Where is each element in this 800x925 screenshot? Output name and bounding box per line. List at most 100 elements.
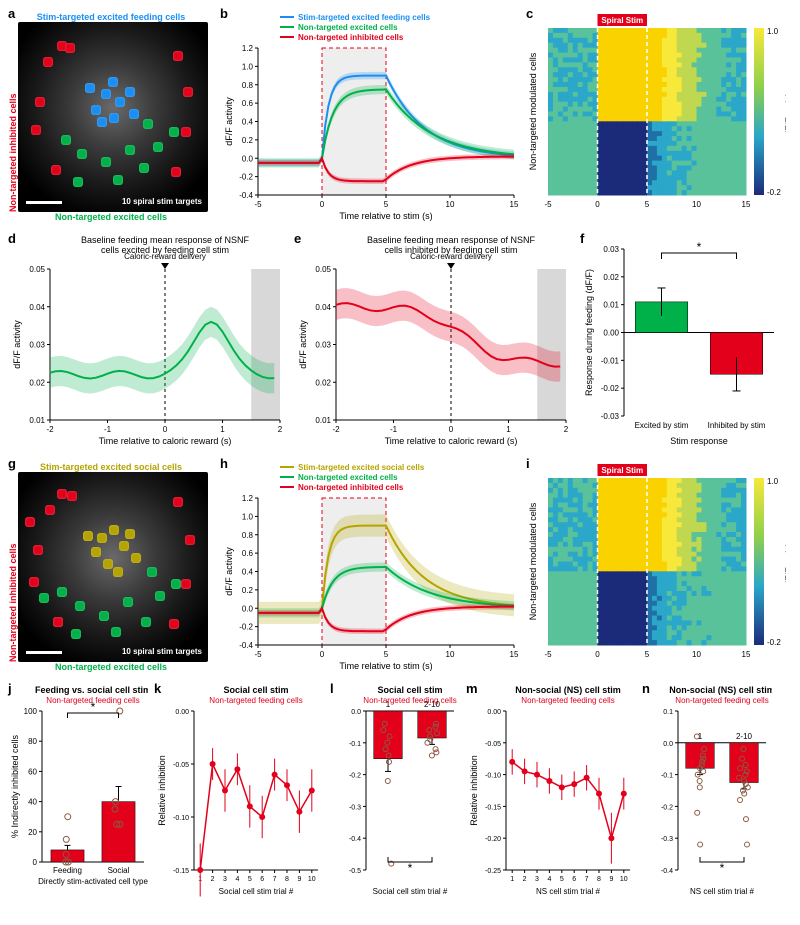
- svg-text:0.04: 0.04: [315, 303, 331, 312]
- panel-e: e Baseline feeding mean response of NSNF…: [294, 233, 574, 448]
- panel-e-label: e: [294, 231, 301, 246]
- g-scale-bar: [26, 651, 62, 654]
- svg-text:3: 3: [535, 876, 539, 883]
- svg-text:Non-targeted inhibited cells: Non-targeted inhibited cells: [298, 33, 404, 42]
- svg-text:9: 9: [609, 876, 613, 883]
- panel-m: m Non-social (NS) cell stimNon-targeted …: [466, 683, 636, 898]
- svg-text:80: 80: [28, 737, 37, 746]
- panel-n-label: n: [642, 681, 650, 696]
- svg-text:100: 100: [24, 707, 38, 716]
- svg-text:-0.2: -0.2: [239, 173, 253, 182]
- svg-text:Caloric-reward delivery: Caloric-reward delivery: [410, 252, 492, 261]
- svg-text:-0.03: -0.03: [601, 412, 620, 421]
- svg-text:1.2: 1.2: [242, 44, 254, 53]
- svg-text:10: 10: [620, 876, 628, 883]
- svg-text:Stim-targeted excited feeding: Stim-targeted excited feeding cells: [298, 13, 431, 22]
- panel-k-label: k: [154, 681, 161, 696]
- figure: a Stim-targeted excited feeding cells No…: [8, 8, 792, 898]
- a-corner-text: 10 spiral stim targets: [122, 197, 202, 206]
- svg-text:0: 0: [449, 425, 454, 434]
- svg-text:0: 0: [320, 650, 325, 659]
- panel-l-label: l: [330, 681, 334, 696]
- svg-text:0.05: 0.05: [315, 265, 331, 274]
- svg-text:0.01: 0.01: [29, 416, 45, 425]
- svg-text:1.0: 1.0: [767, 27, 779, 36]
- svg-text:dF/F activity: dF/F activity: [784, 537, 786, 586]
- svg-text:-0.25: -0.25: [485, 868, 501, 875]
- svg-text:0.6: 0.6: [242, 99, 254, 108]
- panel-m-label: m: [466, 681, 478, 696]
- svg-text:Non-targeted modulated cells: Non-targeted modulated cells: [528, 52, 538, 170]
- panel-n: n Non-social (NS) cell stimNon-targeted …: [642, 683, 772, 898]
- svg-text:0.01: 0.01: [603, 301, 619, 310]
- svg-text:NS cell stim trial #: NS cell stim trial #: [536, 887, 601, 896]
- svg-text:6: 6: [260, 876, 264, 883]
- svg-text:Stim-targeted excited social c: Stim-targeted excited social cells: [298, 463, 425, 472]
- svg-text:1.0: 1.0: [242, 512, 254, 521]
- svg-text:3: 3: [223, 876, 227, 883]
- g-left-text: Non-targeted inhibited cells: [8, 472, 18, 662]
- panel-h-label: h: [220, 456, 228, 471]
- svg-text:Non-targeted inhibited cells: Non-targeted inhibited cells: [298, 483, 404, 492]
- svg-text:0.02: 0.02: [603, 273, 619, 282]
- svg-text:15: 15: [510, 650, 519, 659]
- svg-text:15: 15: [510, 200, 519, 209]
- svg-text:0.05: 0.05: [29, 265, 45, 274]
- a-image: 10 spiral stim targets: [18, 22, 208, 212]
- svg-text:9: 9: [297, 876, 301, 883]
- svg-text:0.03: 0.03: [603, 245, 619, 254]
- h-chart: Stim-targeted excited social cells Non-ta…: [220, 458, 520, 673]
- row-1: a Stim-targeted excited feeding cells No…: [8, 8, 792, 223]
- panel-a-label: a: [8, 6, 15, 21]
- svg-text:-1: -1: [390, 425, 398, 434]
- svg-text:0.0: 0.0: [663, 741, 673, 748]
- svg-text:0.1: 0.1: [663, 709, 673, 716]
- svg-text:0.02: 0.02: [315, 378, 331, 387]
- svg-text:0.2: 0.2: [242, 136, 254, 145]
- svg-text:Feeding: Feeding: [53, 866, 82, 875]
- svg-text:-0.2: -0.2: [661, 804, 673, 811]
- svg-text:Response during feeding (dF/F): Response during feeding (dF/F): [584, 269, 594, 396]
- svg-text:Stim response: Stim response: [670, 436, 728, 446]
- svg-text:6: 6: [572, 876, 576, 883]
- svg-text:0.0: 0.0: [351, 709, 361, 716]
- svg-text:Social: Social: [108, 866, 130, 875]
- svg-text:0.0: 0.0: [242, 604, 254, 613]
- svg-text:Spiral Stim: Spiral Stim: [601, 16, 643, 25]
- svg-text:-5: -5: [254, 200, 262, 209]
- svg-text:Time relative to caloric rewar: Time relative to caloric reward (s): [99, 436, 232, 446]
- panel-b-label: b: [220, 6, 228, 21]
- n-chart: Non-social (NS) cell stimNon-targeted fe…: [642, 683, 772, 898]
- svg-text:Non-targeted feeding cells: Non-targeted feeding cells: [209, 696, 302, 705]
- g-corner-text: 10 spiral stim targets: [122, 647, 202, 656]
- svg-text:Time relative to caloric rewar: Time relative to caloric reward (s): [385, 436, 518, 446]
- c-heatmap: Spiral Stim-5051015Non-targeted modulate…: [526, 8, 786, 223]
- svg-text:Relative inhibition: Relative inhibition: [157, 755, 167, 826]
- svg-text:2: 2: [564, 425, 569, 434]
- svg-text:-0.4: -0.4: [661, 868, 673, 875]
- panel-b: b Stim-targeted excited feeding cells Non…: [220, 8, 520, 223]
- j-chart: Feeding vs. social cell stimNon-targeted…: [8, 683, 148, 898]
- panel-f: f -0.03-0.02-0.010.000.010.020.03Excited…: [580, 233, 780, 448]
- row-4: j Feeding vs. social cell stimNon-target…: [8, 683, 792, 898]
- svg-text:10: 10: [446, 200, 455, 209]
- svg-text:Non-targeted modulated cells: Non-targeted modulated cells: [528, 502, 538, 620]
- svg-text:0.00: 0.00: [603, 329, 619, 338]
- svg-text:Social cell stim: Social cell stim: [377, 685, 442, 695]
- svg-text:-0.15: -0.15: [173, 868, 189, 875]
- panel-j: j Feeding vs. social cell stimNon-target…: [8, 683, 148, 898]
- panel-i-label: i: [526, 456, 530, 471]
- panel-c-label: c: [526, 6, 533, 21]
- svg-text:2: 2: [523, 876, 527, 883]
- svg-text:Non-targeted feeding cells: Non-targeted feeding cells: [675, 696, 768, 705]
- panel-h: h Stim-targeted excited social cells Non-…: [220, 458, 520, 673]
- l-chart: Social cell stimNon-targeted feeding cel…: [330, 683, 460, 898]
- svg-text:1.2: 1.2: [242, 494, 254, 503]
- svg-text:dF/F activity: dF/F activity: [784, 87, 786, 136]
- svg-text:2: 2: [211, 876, 215, 883]
- svg-text:-0.2: -0.2: [767, 188, 781, 197]
- svg-text:4: 4: [235, 876, 239, 883]
- g-bottom-text: Non-targeted excited cells: [8, 662, 214, 672]
- panel-j-label: j: [8, 681, 12, 696]
- svg-text:0: 0: [595, 650, 600, 659]
